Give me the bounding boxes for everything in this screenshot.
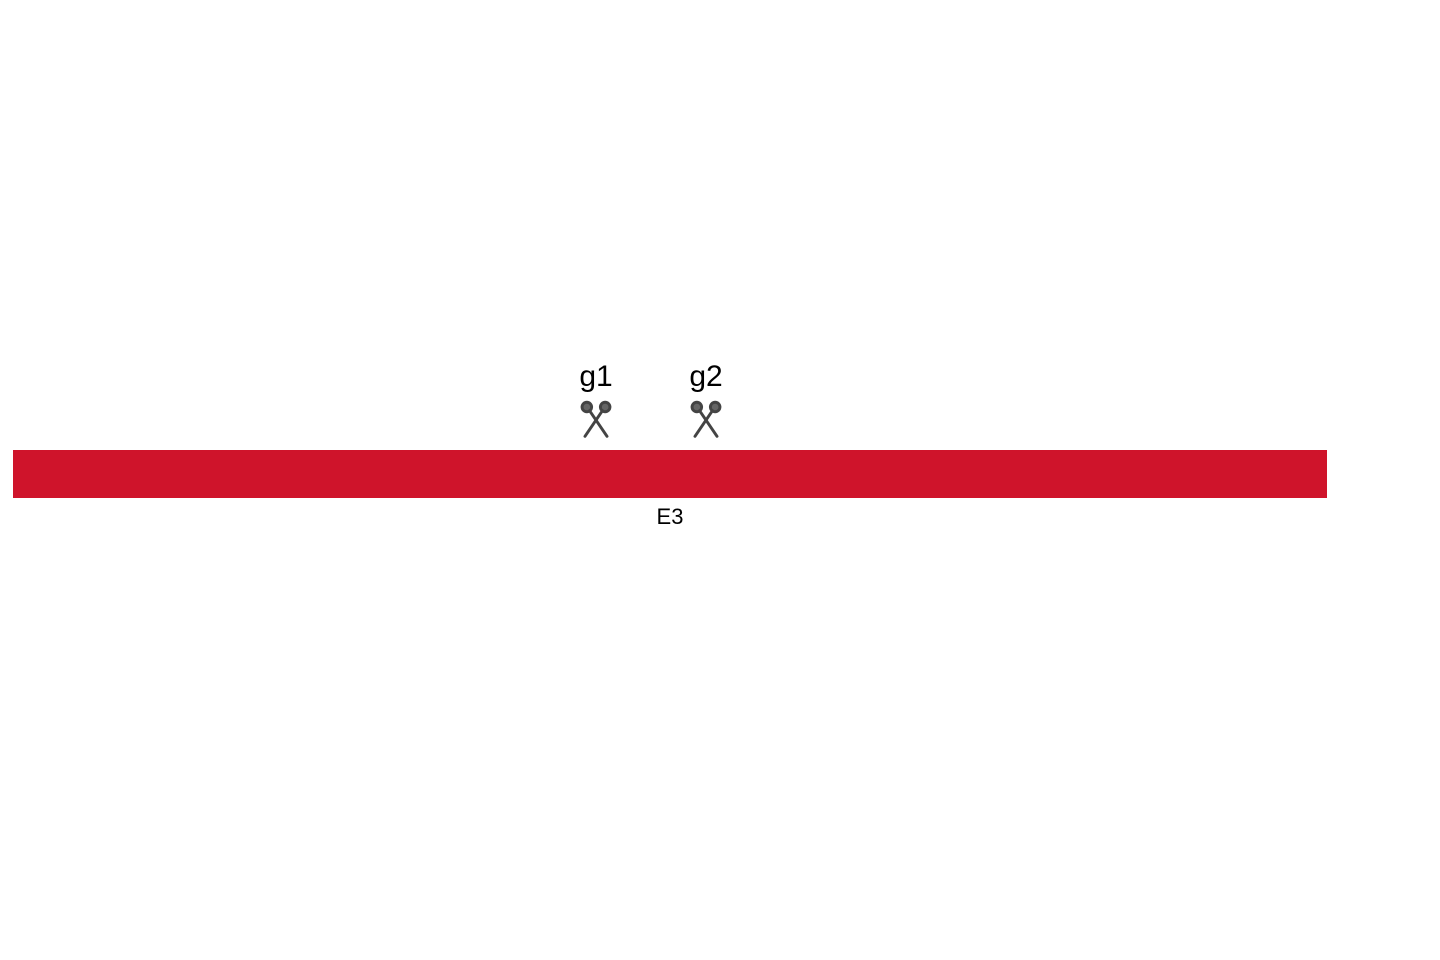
scissors-icon (684, 396, 728, 440)
cut-label: g1 (574, 362, 618, 392)
cut-marker-g2: g2 (684, 362, 728, 440)
gene-bar-e3 (13, 450, 1327, 498)
cut-label: g2 (684, 362, 728, 392)
diagram-canvas: E3 g1 g2 (0, 0, 1440, 960)
scissors-icon (574, 396, 618, 440)
gene-bar-label: E3 (657, 504, 684, 530)
cut-marker-g1: g1 (574, 362, 618, 440)
